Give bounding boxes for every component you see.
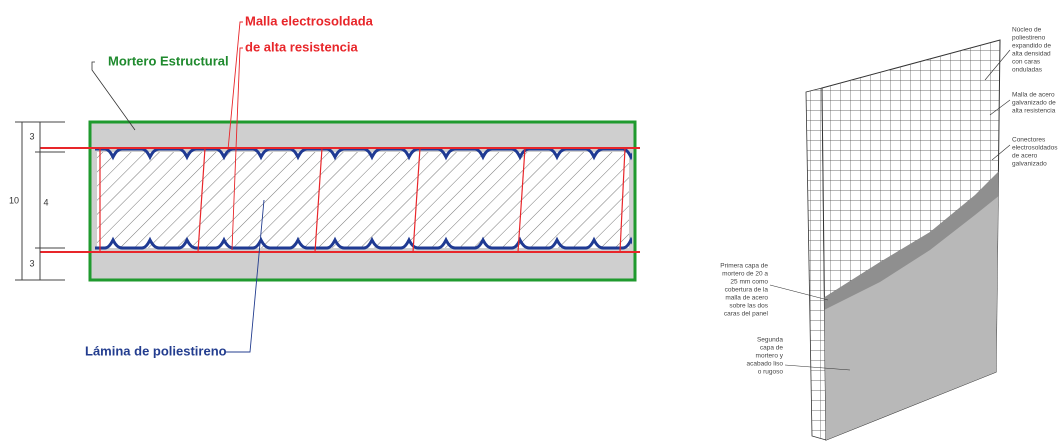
mesh-label: Malla electrosoldada (245, 13, 374, 28)
panel-label: alta resistencia (1012, 108, 1056, 115)
panel-label: mortero de 20 a (722, 271, 768, 278)
panel-label: o rugoso (758, 369, 784, 376)
dimension: 3 (29, 131, 34, 141)
dimension-lines (15, 122, 65, 280)
foam-hatch (97, 152, 629, 248)
leader (92, 62, 135, 130)
panel-label: sobre las dos (729, 303, 768, 310)
panel-label: de acero (1012, 153, 1038, 160)
panel-label: galvanizado de (1012, 100, 1056, 107)
panel-label: 25 mm como (730, 279, 768, 286)
diagram: 3 4 3 10 Mortero Estructural Malla elect… (0, 0, 1063, 447)
panel-label: galvanizado (1012, 161, 1047, 168)
panel-label: capa de (760, 345, 784, 352)
panel-label: con caras (1012, 59, 1041, 66)
panel-label: caras del panel (724, 311, 769, 318)
cross-section: 3 4 3 10 Mortero Estructural Malla elect… (9, 13, 640, 358)
panel-label: cobertura de la (725, 287, 769, 294)
panel-label: Segunda (757, 337, 783, 344)
panel-label: Malla de acero (1012, 92, 1055, 99)
panel-label: acabado liso (747, 361, 784, 368)
mesh-label: de alta resistencia (245, 39, 358, 54)
dimension: 4 (43, 197, 48, 207)
foam-label: Lámina de poliestireno (85, 343, 227, 358)
dimension: 10 (9, 195, 19, 205)
panel-label: Núcleo de (1012, 27, 1042, 34)
page: { "section": { "mortar_label": "Mortero … (0, 0, 1063, 447)
dimension: 3 (29, 258, 34, 268)
mortar-label: Mortero Estructural (108, 53, 229, 68)
panel-3d (770, 30, 1010, 447)
panel-label: mortero y (756, 353, 784, 360)
panel-label: alta densidad (1012, 51, 1051, 58)
panel-label: Primera capa de (720, 263, 768, 270)
panel-label: onduladas (1012, 67, 1043, 74)
panel-label: malla de acero (725, 295, 768, 302)
panel-fill (800, 30, 1010, 447)
panel-label: electrosoldados (1012, 145, 1058, 152)
panel-label: Conectores (1012, 137, 1046, 144)
panel-label: expandido de (1012, 43, 1051, 50)
panel-label: poliestireno (1012, 35, 1046, 42)
